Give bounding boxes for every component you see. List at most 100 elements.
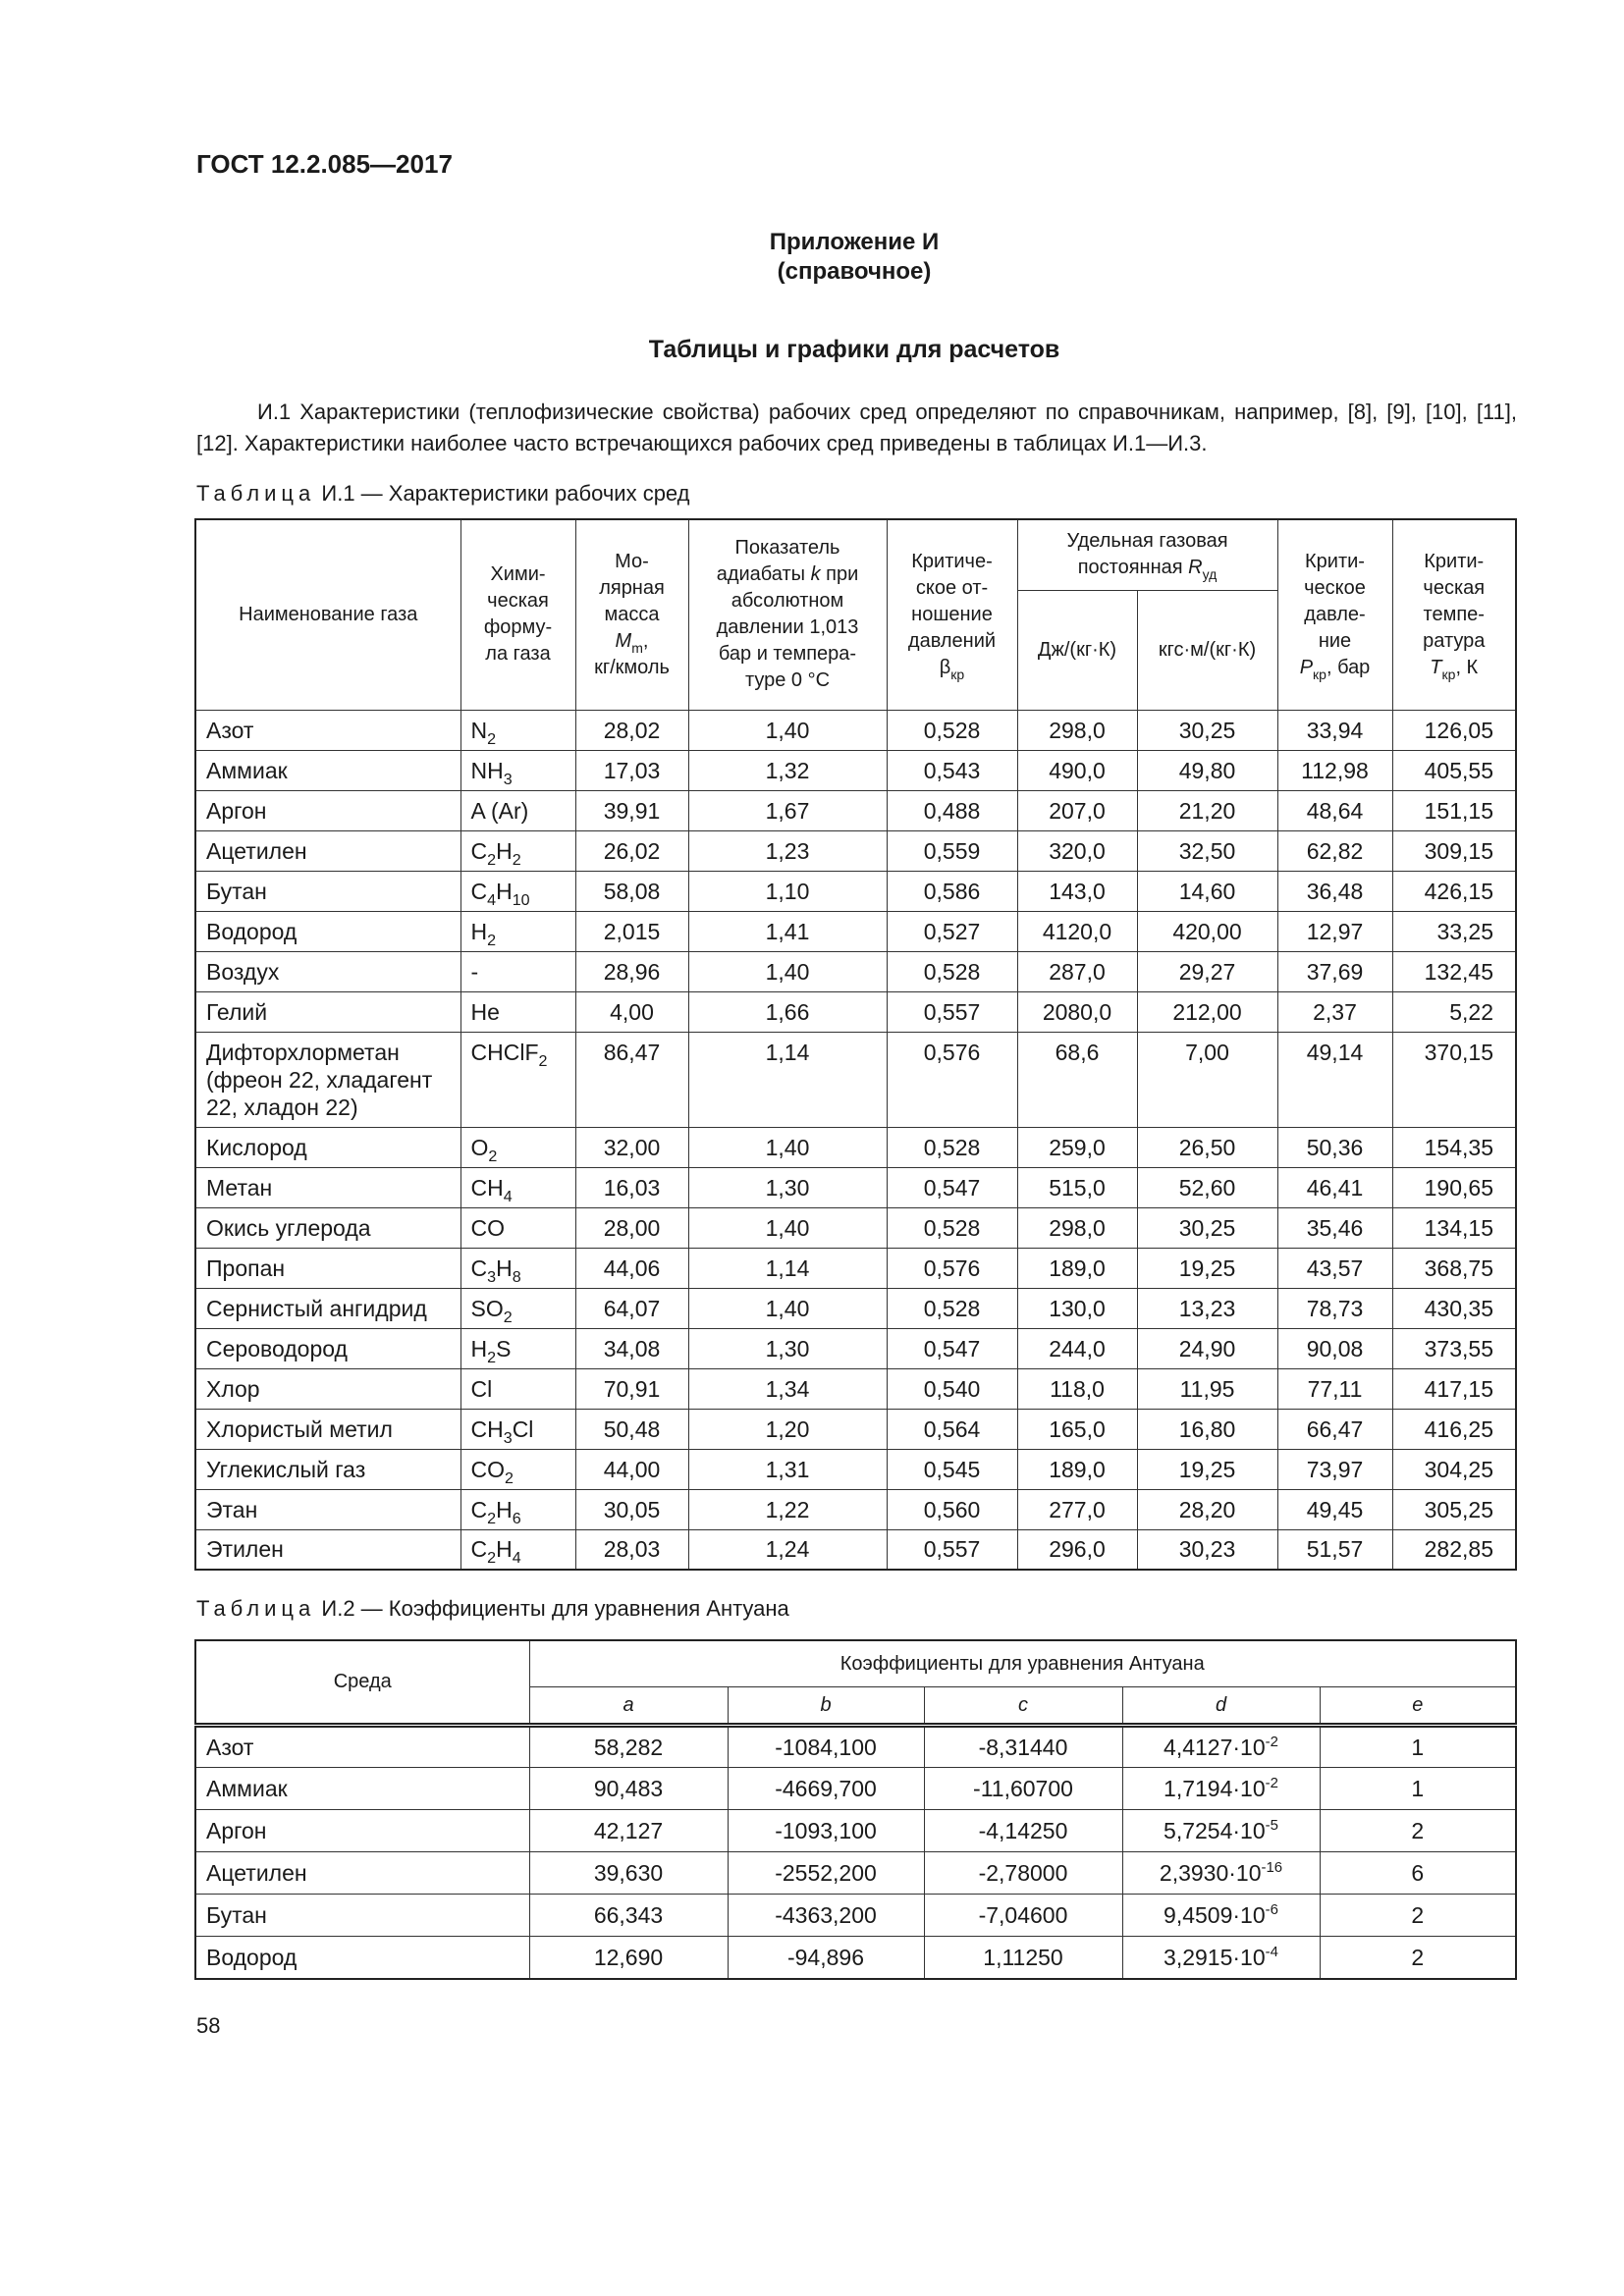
table-row: Аммиак NH3 17,03 1,32 0,543 490,0 49,80 112,98 4… <box>194 749 1517 791</box>
formula-element: SO <box>470 1295 504 1321</box>
formula-element: H <box>496 1255 513 1281</box>
formula-subscript: 4 <box>487 890 497 909</box>
gas-constant-tech: 19,25 <box>1136 1448 1278 1490</box>
coef-d-mantissa: 9,4509·10 <box>1164 1902 1266 1928</box>
critical-ratio: 0,528 <box>886 1206 1018 1249</box>
header-gas-constant-si: Дж/(кг·К) <box>1016 589 1138 711</box>
section-title: Таблицы и графики для расчетов <box>648 336 1060 363</box>
adiabatic-index: 1,20 <box>687 1408 888 1450</box>
chemical-formula: Cl <box>460 1367 576 1410</box>
gas-characteristics-table: Наименование газа Хими- ческая форму- ла… <box>194 518 1517 1571</box>
table-row: Гелий He 4,00 1,66 0,557 2080,0 212,00 2,37 5,22 <box>194 990 1517 1033</box>
header-molar-mass: Мо- лярная масса Mm, кг/кмоль <box>574 518 689 711</box>
critical-temperature: 405,55 <box>1391 749 1517 791</box>
table1-caption: Таблица И.1 — Характеристики рабочих сре… <box>196 479 1517 508</box>
header-critical-ratio: Критиче- ское от- ношение давлений βкр <box>886 518 1018 711</box>
formula-element: H <box>496 1496 513 1522</box>
gas-name: Кислород <box>194 1126 461 1168</box>
critical-pressure: 49,45 <box>1276 1488 1393 1530</box>
chemical-formula: N2 <box>460 709 576 751</box>
critical-temperature: 190,65 <box>1391 1166 1517 1208</box>
coef-e: 2 <box>1319 1894 1517 1937</box>
gas-constant-tech: 14,60 <box>1136 870 1278 912</box>
symbol: T <box>1430 656 1442 678</box>
molar-mass: 16,03 <box>574 1166 689 1208</box>
coef-d-mantissa: 2,3930·10 <box>1159 1860 1262 1886</box>
table-row: Ацетилен C2H2 26,02 1,23 0,559 320,0 32,50 62,8… <box>194 829 1517 872</box>
molar-mass: 39,91 <box>574 789 689 831</box>
adiabatic-index: 1,40 <box>687 1206 888 1249</box>
chemical-formula: H2 <box>460 910 576 952</box>
formula-subscript: 2 <box>512 850 521 869</box>
molar-mass: 44,00 <box>574 1448 689 1490</box>
gas-constant-tech: 21,20 <box>1136 789 1278 831</box>
gas-name: Воздух <box>194 950 461 992</box>
molar-mass: 70,91 <box>574 1367 689 1410</box>
formula-element: CH <box>470 1415 504 1442</box>
critical-temperature: 33,25 <box>1391 910 1517 952</box>
subscript: кр <box>950 666 965 682</box>
subscript: уд <box>1202 566 1218 583</box>
formula-element: Cl <box>512 1415 534 1442</box>
table-row: Водород H2 2,015 1,41 0,527 4120,0 420,00 12,97… <box>194 910 1517 952</box>
gas-constant-si: 189,0 <box>1016 1247 1138 1289</box>
critical-temperature: 430,35 <box>1391 1287 1517 1329</box>
molar-mass: 44,06 <box>574 1247 689 1289</box>
molar-mass: 32,00 <box>574 1126 689 1168</box>
formula-element: S <box>496 1335 512 1362</box>
coef-d-mantissa: 5,7254·10 <box>1164 1818 1266 1843</box>
table1-caption-label: Таблица <box>196 481 316 506</box>
appendix-title: Приложение И <box>769 229 940 255</box>
table-row: Воздух - 28,96 1,40 0,528 287,0 29,27 37,69 132,… <box>194 950 1517 992</box>
gas-name: Хлор <box>194 1367 461 1410</box>
chemical-formula: SO2 <box>460 1287 576 1329</box>
coef-c: -8,31440 <box>923 1725 1123 1768</box>
critical-pressure: 66,47 <box>1276 1408 1393 1450</box>
molar-mass: 28,00 <box>574 1206 689 1249</box>
gas-constant-si: 298,0 <box>1016 709 1138 751</box>
gas-name: Сероводород <box>194 1327 461 1369</box>
formula-element: H <box>496 878 513 904</box>
gas-constant-si: 515,0 <box>1016 1166 1138 1208</box>
coef-c: -11,60700 <box>923 1767 1123 1810</box>
critical-ratio: 0,560 <box>886 1488 1018 1530</box>
gas-constant-tech: 420,00 <box>1136 910 1278 952</box>
adiabatic-index: 1,40 <box>687 1287 888 1329</box>
gas-name: Дифторхлорметан (фреон 22, хладагент 22,… <box>194 1031 461 1128</box>
table-row: Дифторхлорметан (фреон 22, хладагент 22,… <box>194 1031 1517 1128</box>
coef-a: 12,690 <box>528 1936 729 1979</box>
table-row: Бутан C4H10 58,08 1,10 0,586 143,0 14,60 36,48 4… <box>194 870 1517 912</box>
subscript: кр <box>1441 666 1456 682</box>
adiabatic-index: 1,32 <box>687 749 888 791</box>
chemical-formula: CO2 <box>460 1448 576 1490</box>
adiabatic-index: 1,66 <box>687 990 888 1033</box>
molar-mass: 28,02 <box>574 709 689 751</box>
gas-name: Углекислый газ <box>194 1448 461 1490</box>
gas-constant-tech: 32,50 <box>1136 829 1278 872</box>
critical-ratio: 0,528 <box>886 1287 1018 1329</box>
gas-constant-tech: 7,00 <box>1136 1031 1278 1128</box>
molar-mass: 4,00 <box>574 990 689 1033</box>
critical-temperature: 370,15 <box>1391 1031 1517 1128</box>
molar-mass: 28,96 <box>574 950 689 992</box>
gas-constant-si: 189,0 <box>1016 1448 1138 1490</box>
coef-d: 1,7194·10-2 <box>1121 1767 1321 1810</box>
header-coef-d: d <box>1121 1686 1321 1728</box>
table1-caption-text: И.1 — Характеристики рабочих сред <box>321 481 690 506</box>
adiabatic-index: 1,10 <box>687 870 888 912</box>
coef-e: 6 <box>1319 1851 1517 1895</box>
adiabatic-index: 1,67 <box>687 789 888 831</box>
critical-temperature: 417,15 <box>1391 1367 1517 1410</box>
header-text: Крити- ческая темпе- ратура <box>1423 550 1486 652</box>
medium-name: Ацетилен <box>194 1851 530 1895</box>
critical-pressure: 50,36 <box>1276 1126 1393 1168</box>
formula-subscript: 2 <box>487 1348 497 1366</box>
gas-constant-tech: 212,00 <box>1136 990 1278 1033</box>
formula-element: H <box>470 1335 488 1362</box>
gas-constant-si: 118,0 <box>1016 1367 1138 1410</box>
coef-d: 3,2915·10-4 <box>1121 1936 1321 1979</box>
coef-a: 58,282 <box>528 1725 729 1768</box>
adiabatic-index: 1,34 <box>687 1367 888 1410</box>
gas-constant-tech: 26,50 <box>1136 1126 1278 1168</box>
header-text: , бар <box>1326 656 1371 678</box>
